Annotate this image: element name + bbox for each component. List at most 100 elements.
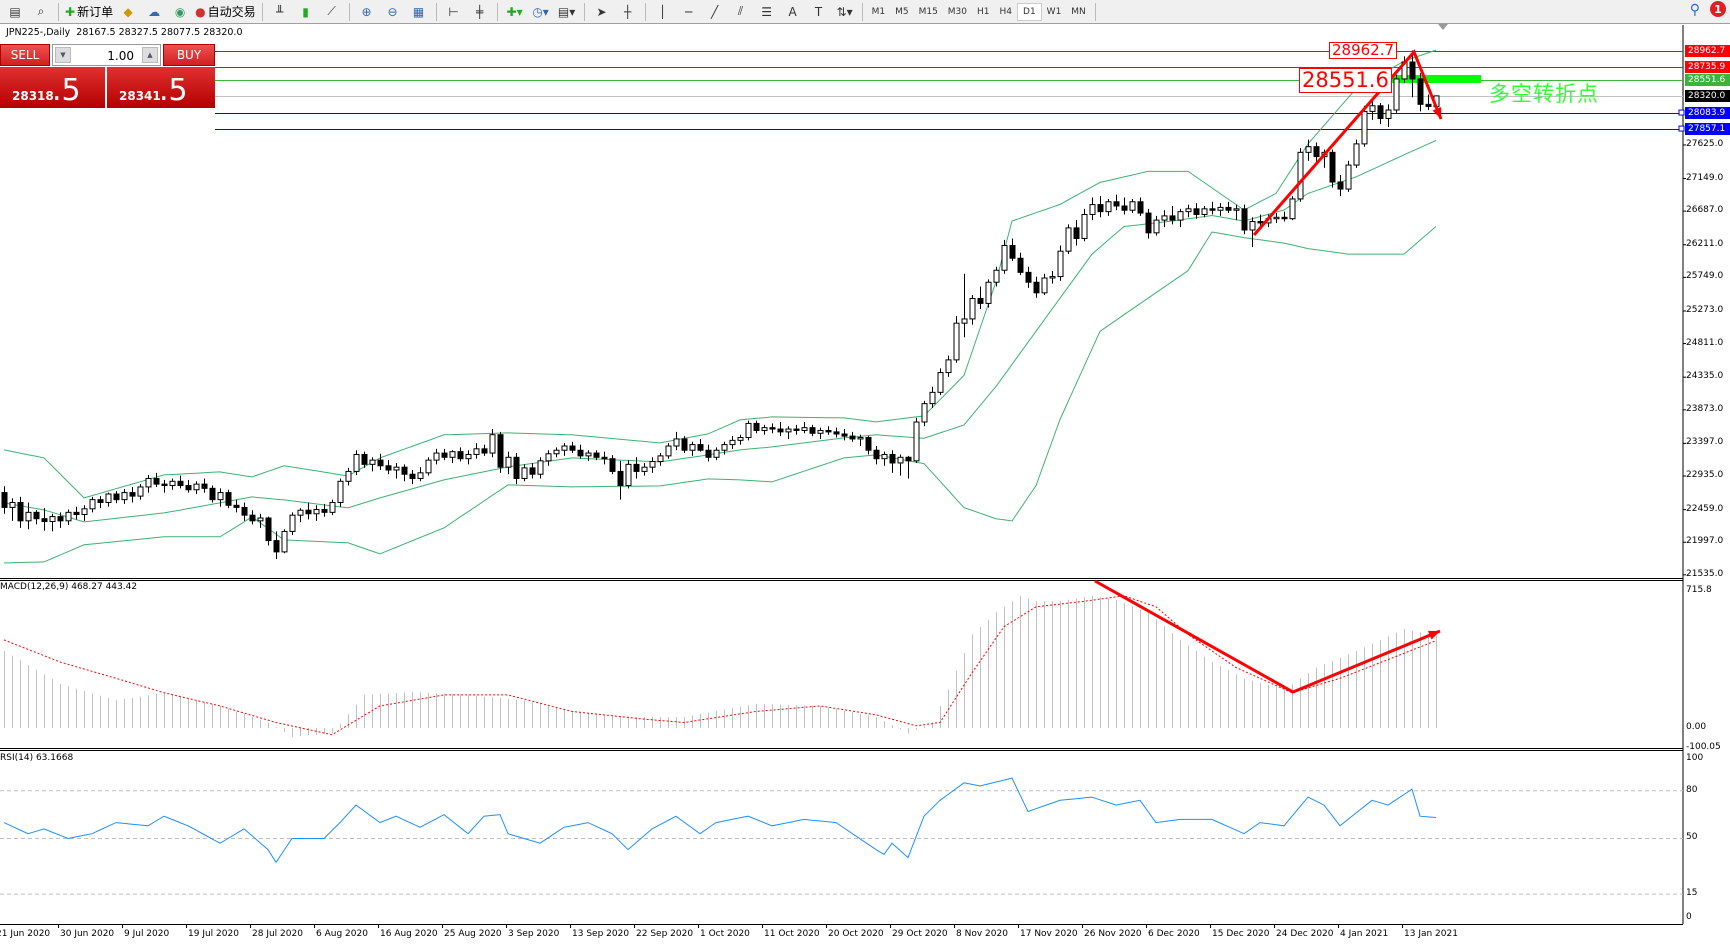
horizontal-line-icon[interactable]: ─ (684, 4, 693, 19)
bear-candle (681, 438, 688, 451)
high-price-annotation[interactable]: 28962.7 (1329, 42, 1398, 59)
lot-size-field[interactable]: ▼ 1.00 ▲ (52, 44, 161, 66)
cursor-icon[interactable]: ➤ (596, 4, 607, 19)
bear-candle (777, 428, 784, 433)
bull-candle (1049, 276, 1056, 279)
timeframe-h4[interactable]: H4 (999, 6, 1013, 17)
trendline-icon[interactable]: ╱ (710, 4, 719, 19)
autoscroll-icon[interactable]: ╪ (475, 4, 484, 19)
bear-candle (1313, 146, 1320, 158)
bull-candle (1273, 216, 1280, 220)
bear-candle (41, 518, 48, 523)
vertical-line-icon[interactable]: │ (658, 4, 667, 19)
bull-candle (1353, 143, 1360, 166)
bull-candle (689, 444, 696, 451)
bear-candle (73, 511, 80, 515)
macd-tick-label: -100.05 (1686, 741, 1721, 752)
text-icon[interactable]: A (788, 4, 797, 19)
signals-icon[interactable]: ◉ (174, 4, 186, 19)
date-tick-label: 15 Dec 2020 (1212, 929, 1270, 939)
lot-decrease-button[interactable]: ▼ (55, 47, 71, 63)
pivot-note-text[interactable]: 多空转折点 (1489, 82, 1599, 106)
price-tick-label: 22935.0 (1686, 470, 1724, 480)
timeframe-d1[interactable]: D1 (1017, 2, 1042, 21)
bull-candle (665, 445, 672, 457)
timeframe-w1[interactable]: W1 (1046, 6, 1062, 17)
periods-icon[interactable]: ◷▾ (532, 4, 549, 19)
data-window-icon[interactable]: ◆ (123, 4, 133, 19)
bull-candle (785, 428, 792, 433)
new-order-button[interactable]: ✚ 新订单 (65, 2, 113, 22)
bull-candle (1057, 250, 1064, 278)
ask-price-button[interactable]: 28341 .5 (107, 67, 215, 108)
pivot-zone-bar (1392, 75, 1481, 83)
toolbar-separator (435, 2, 437, 21)
bull-candle (425, 459, 432, 474)
bear-candle (305, 509, 312, 515)
bull-candle (1369, 105, 1376, 112)
bull-candle (217, 492, 224, 501)
search-icon[interactable]: ⚲ (1689, 2, 1700, 18)
pivot-price-annotation[interactable]: 28551.6 (1299, 68, 1392, 93)
equidistant-channel-icon[interactable]: ⫽ (737, 4, 744, 18)
templates-icon[interactable]: ▤▾ (557, 4, 576, 19)
line-chart-icon[interactable]: ⟋ (327, 4, 336, 18)
timeframe-m5[interactable]: M5 (895, 6, 909, 17)
bull-candle (1065, 227, 1072, 252)
toolbar-separator (348, 2, 350, 21)
bull-candle (289, 514, 296, 532)
arrows-icon[interactable]: ⇅▾ (836, 4, 853, 19)
sell-button[interactable]: SELL (0, 44, 50, 66)
macd-divergence-arrow (1094, 579, 1441, 694)
candlestick-icon[interactable]: ▮ (302, 4, 309, 19)
bull-candle (817, 429, 824, 434)
bear-candle (1113, 201, 1120, 207)
notification-badge[interactable]: 1 (1710, 1, 1726, 17)
zoom-out-icon[interactable]: ⊖ (387, 4, 398, 19)
timeframe-mn[interactable]: MN (1071, 6, 1086, 17)
bull-candle (1161, 215, 1168, 221)
history-icon[interactable]: ☁ (148, 4, 161, 19)
zoom-in-icon[interactable]: ⊕ (361, 4, 372, 19)
bull-candle (121, 492, 128, 501)
timeframe-m15[interactable]: M15 (918, 6, 938, 17)
price-tick-label: 22459.0 (1686, 503, 1724, 514)
level-handle-icon (1678, 125, 1685, 132)
indicators-icon[interactable]: ✚▾ (506, 4, 523, 19)
date-tick-label: 3 Sep 2020 (508, 929, 560, 939)
price-tick-label: 24811.0 (1686, 337, 1724, 348)
price-tick-label: 23873.0 (1686, 403, 1724, 414)
bear-candle (1377, 105, 1384, 119)
price-tick-label: 27149.0 (1686, 172, 1724, 183)
crosshair-icon[interactable]: ┼ (623, 4, 632, 19)
bar-chart-icon[interactable]: ╨ (275, 4, 284, 19)
toolbar-separator (261, 2, 263, 21)
timeframe-m1[interactable]: M1 (871, 6, 886, 17)
auto-trading-button[interactable]: ● 自动交易 (195, 2, 256, 22)
zoom-window-icon[interactable]: ⌕ (37, 4, 45, 18)
bid-price-button[interactable]: 28318 .5 (0, 67, 105, 108)
chart-shift-marker-icon (1438, 24, 1448, 30)
bull-candle (961, 318, 968, 324)
bull-candle (545, 453, 552, 462)
text-label-icon[interactable]: T (814, 4, 823, 19)
bear-candle (225, 492, 232, 506)
timeframe-h1[interactable]: H1 (977, 6, 990, 17)
price-trend-arrow-head-icon (1432, 107, 1442, 119)
fibonacci-icon[interactable]: ☰ (761, 4, 772, 19)
bear-candle (977, 297, 984, 304)
tile-windows-icon[interactable]: ▦ (412, 4, 425, 19)
bear-candle (1097, 204, 1104, 213)
buy-button[interactable]: BUY (163, 44, 215, 66)
bull-candle (1185, 208, 1192, 213)
new-chart-icon[interactable]: ▤ (9, 4, 21, 19)
bear-candle (705, 449, 712, 458)
bid-price-main: 28318 (12, 89, 54, 103)
bull-candle (337, 480, 344, 503)
timeframe-m30[interactable]: M30 (947, 6, 968, 17)
bear-candle (321, 509, 328, 513)
lot-increase-button[interactable]: ▲ (142, 47, 158, 63)
bear-candle (273, 540, 280, 553)
chart-shift-icon[interactable]: ⊢ (448, 4, 459, 19)
